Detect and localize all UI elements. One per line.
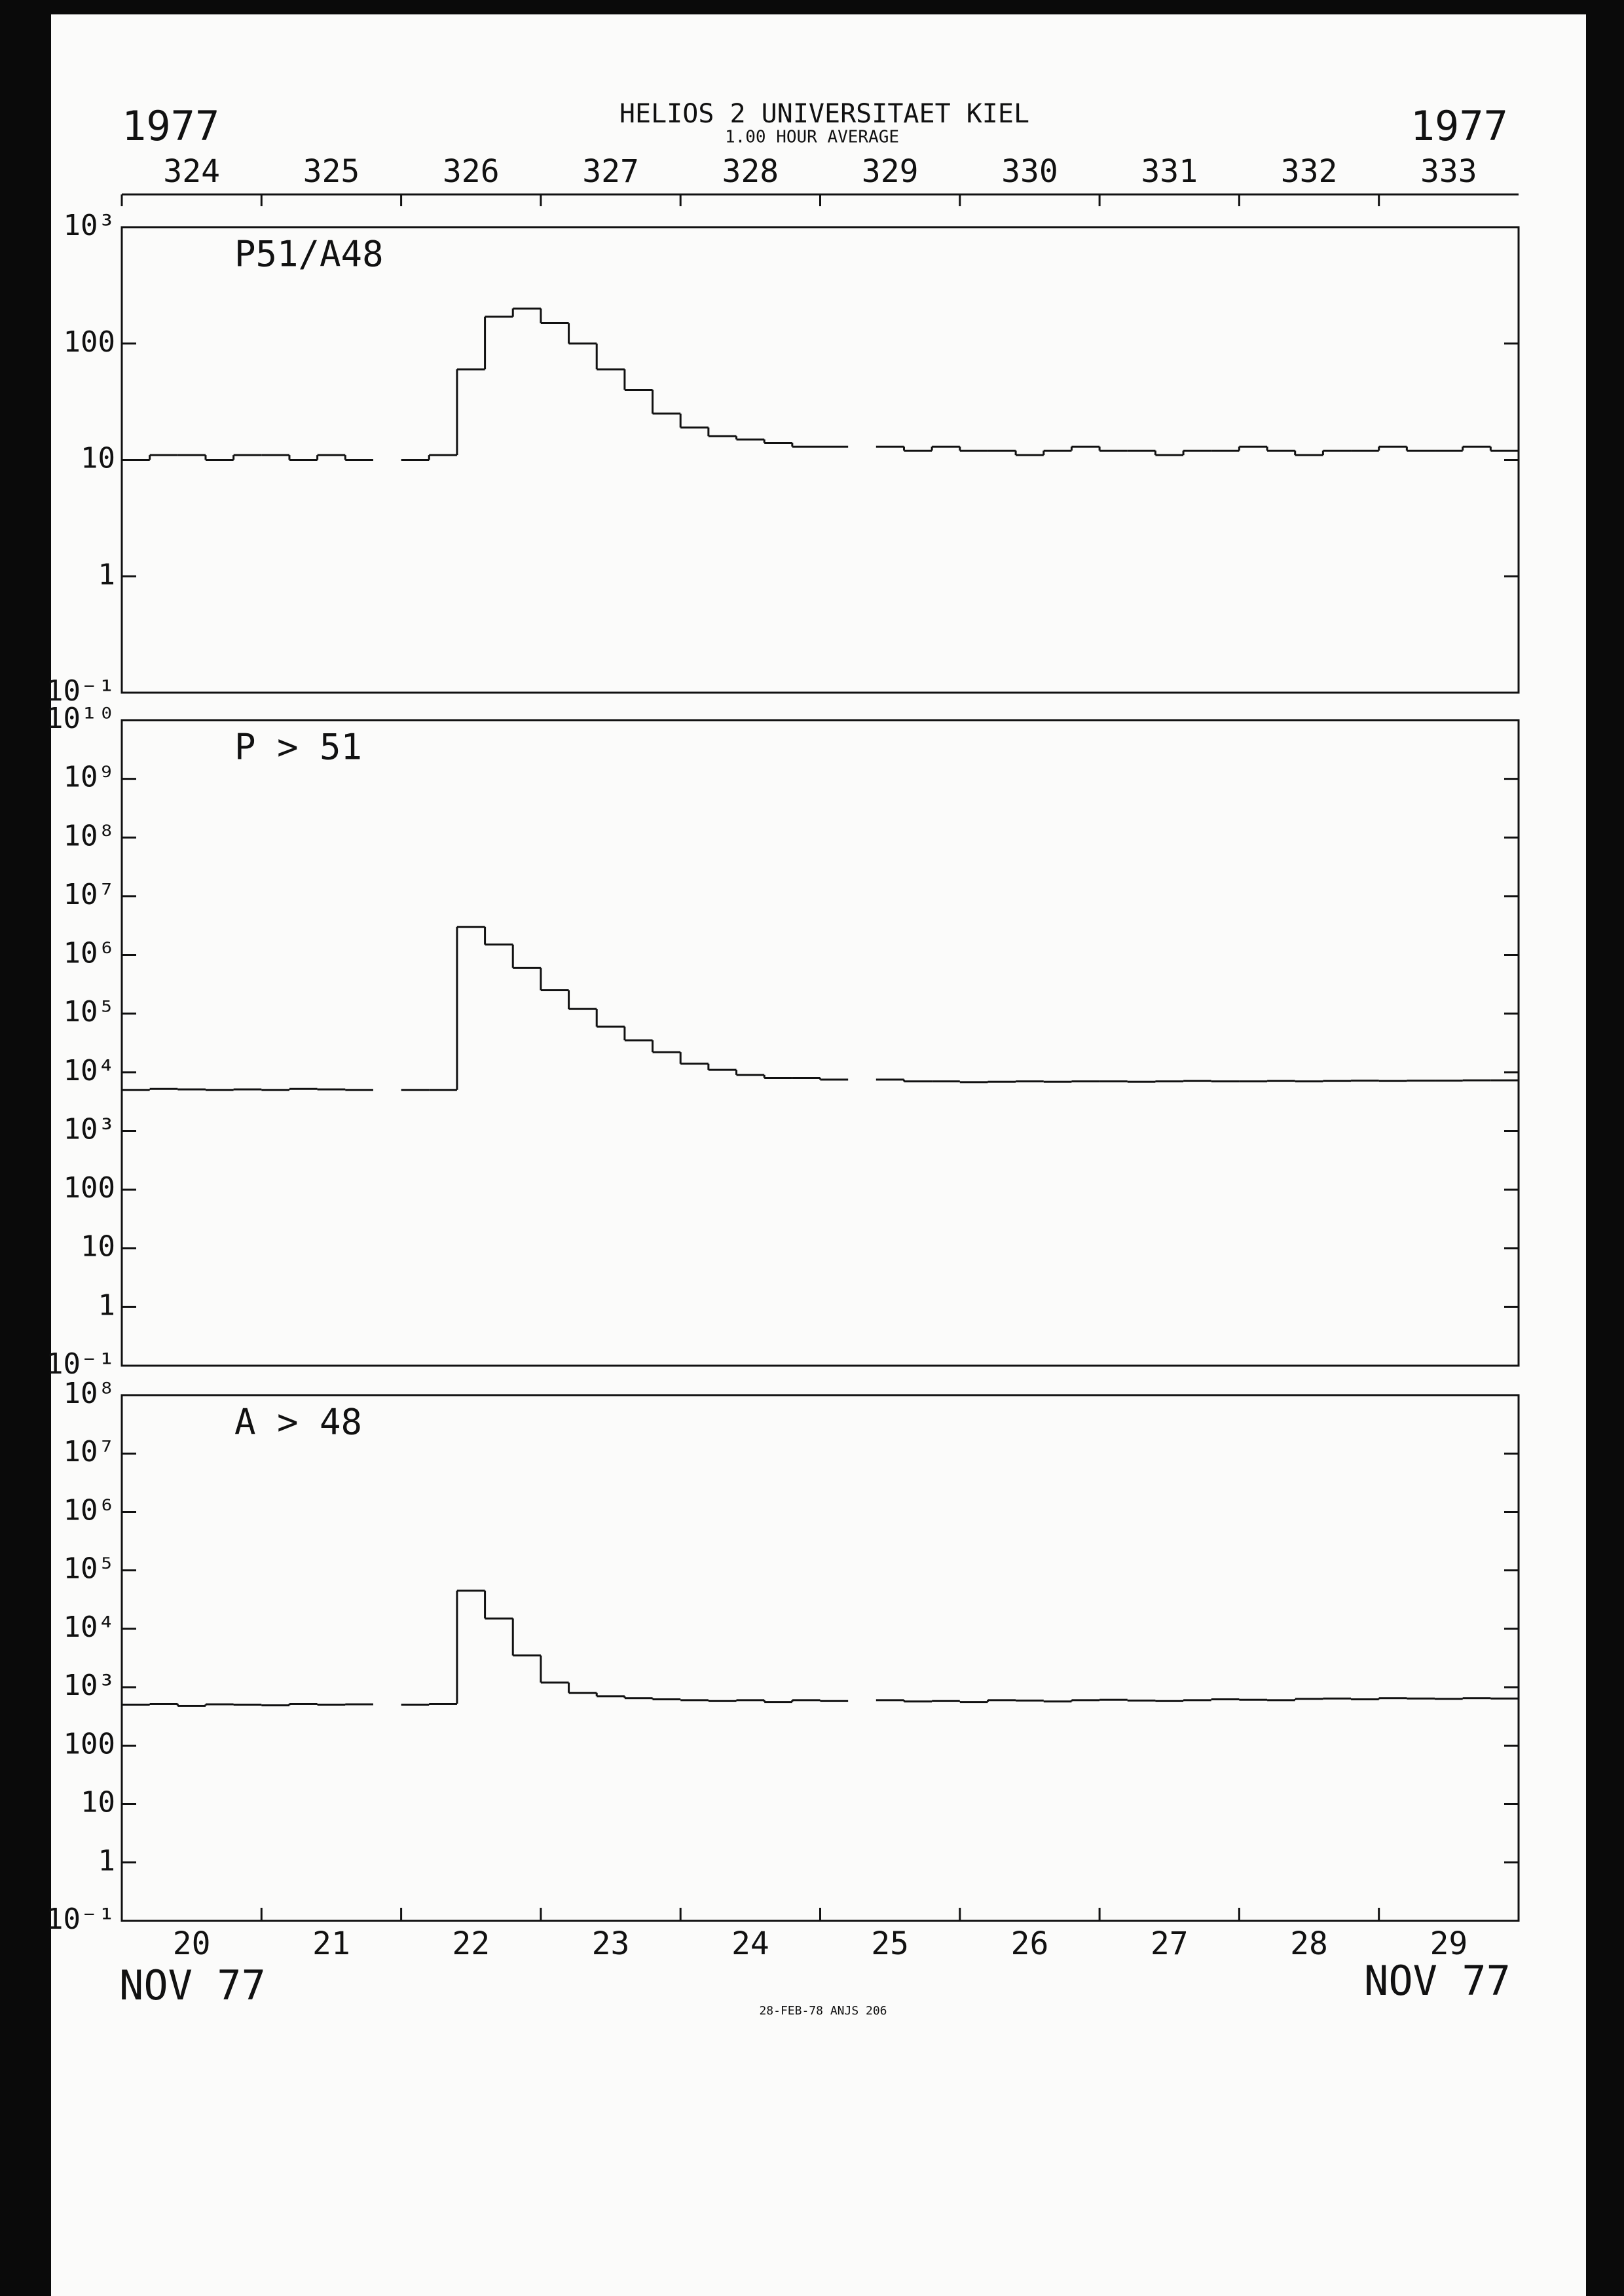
year-left: 1977 (122, 102, 219, 150)
y-tick-label: 10⁶ (64, 937, 115, 970)
subtitle: 1.00 HOUR AVERAGE (725, 128, 899, 147)
y-tick-label: 10⁴ (64, 1054, 115, 1087)
top-tick-label: 326 (443, 153, 500, 190)
y-tick-label: 10⁻¹ (46, 674, 115, 708)
y-tick-label: 10³ (64, 1112, 115, 1146)
panel-label: P51/A48 (234, 234, 384, 275)
x-tick-label: 26 (1011, 1925, 1049, 1962)
y-tick-label: 10⁷ (64, 1435, 115, 1468)
x-tick-label: 20 (173, 1925, 211, 1962)
y-tick-label: 10⁵ (64, 995, 115, 1029)
top-tick-label: 329 (862, 153, 919, 190)
y-tick-label: 10⁹ (64, 761, 115, 794)
y-tick-label: 10 (81, 1786, 115, 1819)
x-tick-label: 21 (312, 1925, 350, 1962)
paper (51, 14, 1586, 2296)
y-tick-label: 10⁻¹ (46, 1347, 115, 1381)
y-tick-label: 10⁻¹ (46, 1903, 115, 1936)
stamp: 28-FEB-78 ANJS 206 (759, 2004, 887, 2018)
month-right: NOV 77 (1364, 1957, 1511, 2005)
year-right: 1977 (1411, 102, 1508, 150)
y-tick-label: 100 (64, 1727, 115, 1760)
y-tick-label: 10⁶ (64, 1493, 115, 1527)
y-tick-label: 10⁴ (64, 1611, 115, 1644)
month-left: NOV 77 (119, 1961, 266, 2009)
top-tick-label: 324 (163, 153, 220, 190)
y-tick-label: 10⁸ (64, 1377, 115, 1410)
x-tick-label: 27 (1151, 1925, 1189, 1962)
y-tick-label: 1 (98, 1844, 116, 1878)
x-tick-label: 28 (1290, 1925, 1328, 1962)
panel-label: P > 51 (234, 727, 362, 768)
x-tick-label: 22 (452, 1925, 490, 1962)
x-tick-label: 24 (731, 1925, 769, 1962)
panel-label: A > 48 (234, 1402, 362, 1443)
y-tick-label: 1 (98, 558, 116, 591)
y-tick-label: 10 (81, 1230, 115, 1264)
y-tick-label: 1 (98, 1288, 116, 1322)
top-tick-label: 327 (582, 153, 639, 190)
title: HELIOS 2 UNIVERSITAET KIEL (619, 99, 1029, 129)
y-tick-label: 10³ (64, 1669, 115, 1702)
top-tick-label: 332 (1281, 153, 1338, 190)
top-tick-label: 328 (722, 153, 779, 190)
y-tick-label: 10⁸ (64, 819, 115, 852)
y-tick-label: 10¹⁰ (46, 702, 115, 735)
top-tick-label: 325 (303, 153, 360, 190)
y-tick-label: 10⁵ (64, 1552, 115, 1586)
y-tick-label: 10 (81, 442, 115, 475)
y-tick-label: 100 (64, 1171, 115, 1205)
y-tick-label: 10³ (64, 209, 115, 242)
y-tick-label: 10⁷ (64, 878, 115, 911)
top-tick-label: 331 (1141, 153, 1198, 190)
step-riser (149, 1590, 1492, 1706)
top-tick-label: 330 (1001, 153, 1058, 190)
x-tick-label: 29 (1430, 1925, 1467, 1962)
x-tick-label: 23 (592, 1925, 630, 1962)
plot-frame (120, 719, 1520, 1367)
top-tick-label: 333 (1420, 153, 1477, 190)
step-riser (149, 308, 1492, 460)
y-tick-label: 100 (64, 325, 115, 359)
x-tick-label: 25 (871, 1925, 909, 1962)
